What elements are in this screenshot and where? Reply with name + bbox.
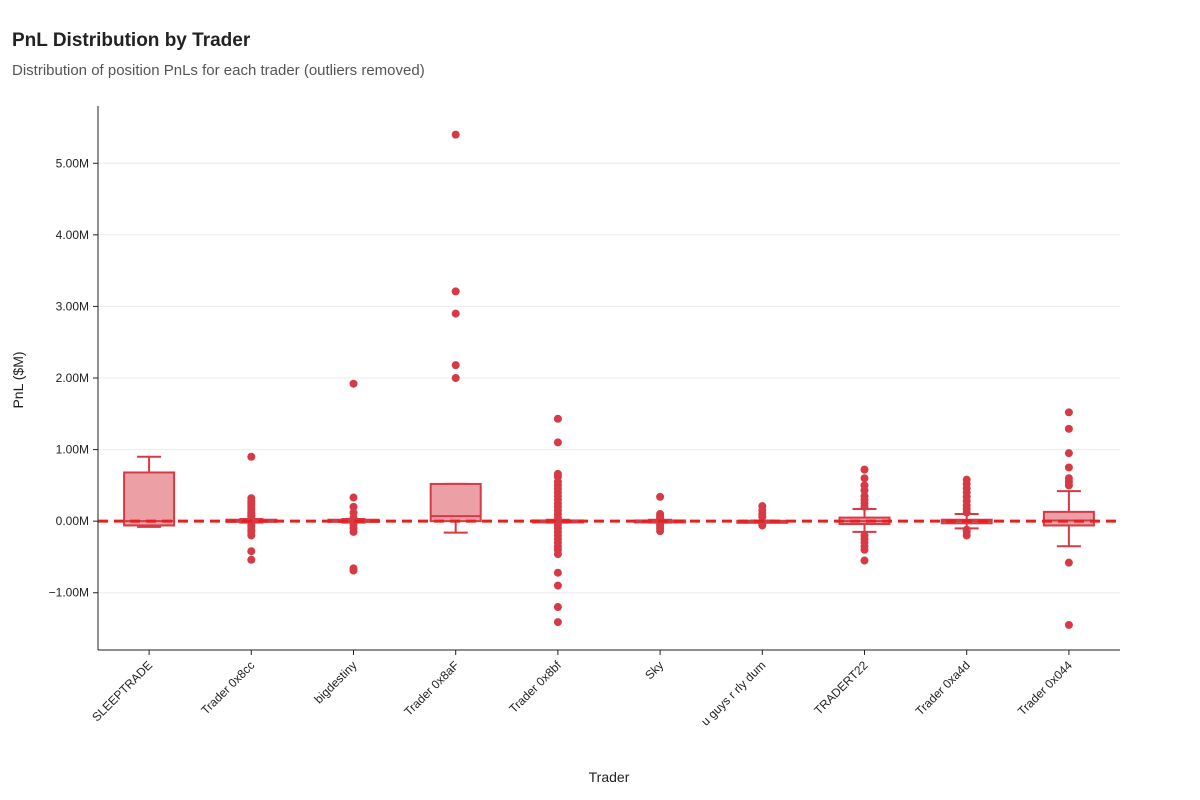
box-iqr <box>1042 510 1095 527</box>
box-iqr <box>429 482 482 523</box>
box-3 <box>429 482 482 534</box>
x-tick-label: Trader 0x8bf <box>506 658 564 716</box>
y-tick-label: 4.00M <box>56 228 89 242</box>
x-tick-label: bigdestiny <box>312 658 360 706</box>
data-point <box>860 545 869 554</box>
data-point <box>860 474 869 483</box>
data-point <box>451 309 460 318</box>
data-point <box>451 130 460 139</box>
data-point <box>1064 463 1073 472</box>
data-point <box>553 581 562 590</box>
data-point <box>247 547 256 556</box>
x-tick-label: u guys r rly dum <box>698 658 768 728</box>
data-point <box>1064 449 1073 458</box>
data-point <box>451 287 460 296</box>
data-point <box>860 465 869 474</box>
data-point <box>553 513 562 522</box>
data-point <box>553 603 562 612</box>
x-axis-ticks: SLEEPTRADE Trader 0x8cc bigdestiny Trader 0… <box>89 650 1075 728</box>
data-point <box>1064 558 1073 567</box>
data-point <box>553 550 562 559</box>
x-tick-label: Trader 0x044 <box>1015 658 1075 718</box>
data-point <box>247 555 256 564</box>
data-point <box>247 452 256 461</box>
x-axis-title: Trader <box>589 769 630 785</box>
data-point <box>656 492 665 501</box>
data-point <box>1064 424 1073 433</box>
x-tick-label: Trader 0x8aF <box>401 658 462 719</box>
chart-subtitle: Distribution of position PnLs for each t… <box>12 62 425 79</box>
x-tick-label: Trader 0x8cc <box>198 658 257 717</box>
data-point <box>860 502 869 511</box>
data-point <box>349 566 358 575</box>
data-point <box>1064 481 1073 490</box>
x-tick-label: SLEEPTRADE <box>89 658 155 724</box>
data-point <box>349 502 358 511</box>
box-iqr <box>123 471 176 527</box>
data-point <box>553 618 562 627</box>
y-tick-label: 2.00M <box>56 371 89 385</box>
chart-header: PnL Distribution by Trader Distribution … <box>12 30 425 79</box>
data-point <box>758 521 767 530</box>
box-series <box>123 455 1095 548</box>
point-series <box>247 130 1073 629</box>
y-tick-label: 3.00M <box>56 299 89 313</box>
x-tick-label: Trader 0xa4d <box>913 658 973 718</box>
data-point <box>247 531 256 540</box>
data-point <box>860 486 869 495</box>
x-tick-label: TRADERT22 <box>811 658 870 717</box>
y-axis-ticks: −1.00M 0.00M 1.00M 2.00M 3.00M 4.00M 5.00M <box>49 156 98 600</box>
y-axis-title: PnL ($M) <box>10 351 26 408</box>
chart-title: PnL Distribution by Trader <box>12 30 251 51</box>
data-point <box>553 568 562 577</box>
data-point <box>962 508 971 517</box>
data-point <box>962 531 971 540</box>
data-point <box>758 512 767 521</box>
y-tick-label: 1.00M <box>56 443 89 457</box>
data-point <box>349 493 358 502</box>
x-tick-label: Sky <box>642 658 666 682</box>
axes <box>97 106 1120 651</box>
data-point <box>451 361 460 370</box>
y-tick-label: 5.00M <box>56 156 89 170</box>
data-point <box>860 556 869 565</box>
box-0 <box>123 455 176 528</box>
data-point <box>349 513 358 522</box>
box-9 <box>1042 490 1095 548</box>
data-point <box>1064 620 1073 629</box>
data-point <box>349 527 358 536</box>
y-tick-label: 0.00M <box>56 514 89 528</box>
data-point <box>1064 408 1073 417</box>
data-point <box>247 512 256 521</box>
data-point <box>656 527 665 536</box>
data-point <box>553 438 562 447</box>
data-point <box>451 374 460 382</box>
data-point <box>553 414 562 423</box>
y-tick-label: −1.00M <box>49 586 89 600</box>
data-point <box>349 379 358 388</box>
